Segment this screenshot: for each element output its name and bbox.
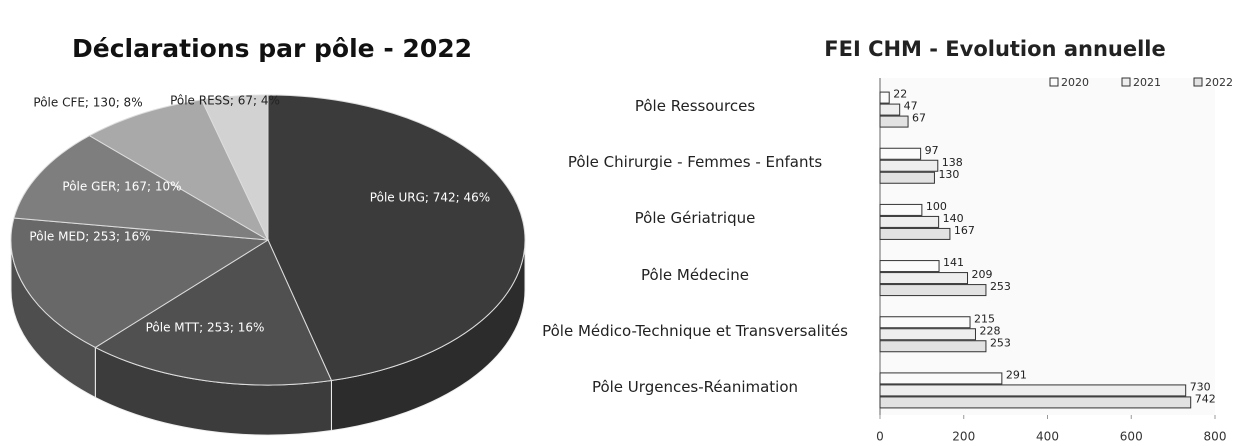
pie-label: Pôle MTT; 253; 16% (146, 321, 265, 335)
bar (879, 91, 890, 104)
bar-label: 22 (893, 88, 907, 101)
y-tick-label: Pôle Urgences-Réanimation (591, 377, 799, 396)
pie-slice (10, 217, 270, 348)
bar-label: 130 (938, 168, 959, 181)
legend-label: 2020 (1061, 76, 1089, 89)
x-tick-label: 400 (1036, 430, 1059, 444)
bar (879, 103, 901, 116)
pie-slice (200, 94, 269, 241)
bar (879, 227, 951, 240)
bar (879, 215, 940, 228)
bar (879, 171, 935, 184)
plot-area (880, 78, 1215, 415)
bar-label: 138 (942, 156, 963, 169)
bar (879, 159, 939, 172)
pie-slice (13, 135, 269, 241)
bar-label: 167 (954, 224, 975, 237)
x-tick-label: 200 (952, 430, 975, 444)
pie-label: Pôle GER; 167; 10% (62, 180, 181, 194)
bar (879, 115, 909, 128)
bar (879, 260, 940, 273)
bar-label: 730 (1190, 380, 1211, 393)
bar-label: 140 (943, 212, 964, 225)
bar (879, 372, 1003, 385)
pie-title: Déclarations par pôle - 2022 (72, 34, 472, 63)
bar-label: 291 (1006, 368, 1027, 381)
bar (879, 316, 971, 329)
bar (879, 284, 987, 297)
pie-label: Pôle URG; 742; 46% (370, 191, 490, 205)
legend-label: 2021 (1133, 76, 1161, 89)
pie-label: Pôle CFE; 130; 8% (33, 96, 142, 110)
legend-swatch (1049, 77, 1059, 87)
bar (879, 328, 976, 341)
bar-label: 253 (990, 336, 1011, 349)
y-tick-label: Pôle Ressources (634, 97, 756, 116)
y-tick-label: Pôle Gériatrique (634, 209, 756, 228)
bar-label: 253 (990, 280, 1011, 293)
bar-label: 67 (912, 112, 926, 125)
bar (879, 203, 923, 216)
bar-label: 141 (943, 256, 964, 269)
pie-slice (94, 239, 333, 386)
pie-slice (267, 94, 526, 382)
x-tick-label: 600 (1120, 430, 1143, 444)
pie-label: Pôle MED; 253; 16% (29, 230, 150, 244)
bar-label: 97 (925, 144, 939, 157)
bar-label: 215 (974, 312, 995, 325)
legend-swatch (1193, 77, 1203, 87)
bar (879, 272, 969, 285)
pie-label: Pôle RESS; 67; 4% (170, 94, 280, 108)
pie-slice (88, 99, 270, 242)
bar (879, 340, 987, 353)
y-tick-label: Pôle Chirurgie - Femmes - Enfants (567, 153, 823, 172)
legend-swatch (1121, 77, 1131, 87)
bar (879, 384, 1187, 397)
x-tick-label: 800 (1204, 430, 1227, 444)
bar-label: 47 (904, 100, 918, 113)
y-tick-label: Pôle Médecine (641, 265, 749, 284)
bar-label: 742 (1195, 392, 1216, 405)
x-tick-label: 0 (876, 430, 884, 444)
bar-title: FEI CHM - Evolution annuelle (824, 37, 1165, 61)
legend-label: 2022 (1205, 76, 1233, 89)
y-tick-label: Pôle Médico-Technique et Transversalités (542, 321, 848, 340)
bar-label: 209 (972, 268, 993, 281)
bar (879, 147, 922, 160)
bar (879, 396, 1192, 409)
bar-label: 228 (979, 324, 1000, 337)
bar-label: 100 (926, 200, 947, 213)
